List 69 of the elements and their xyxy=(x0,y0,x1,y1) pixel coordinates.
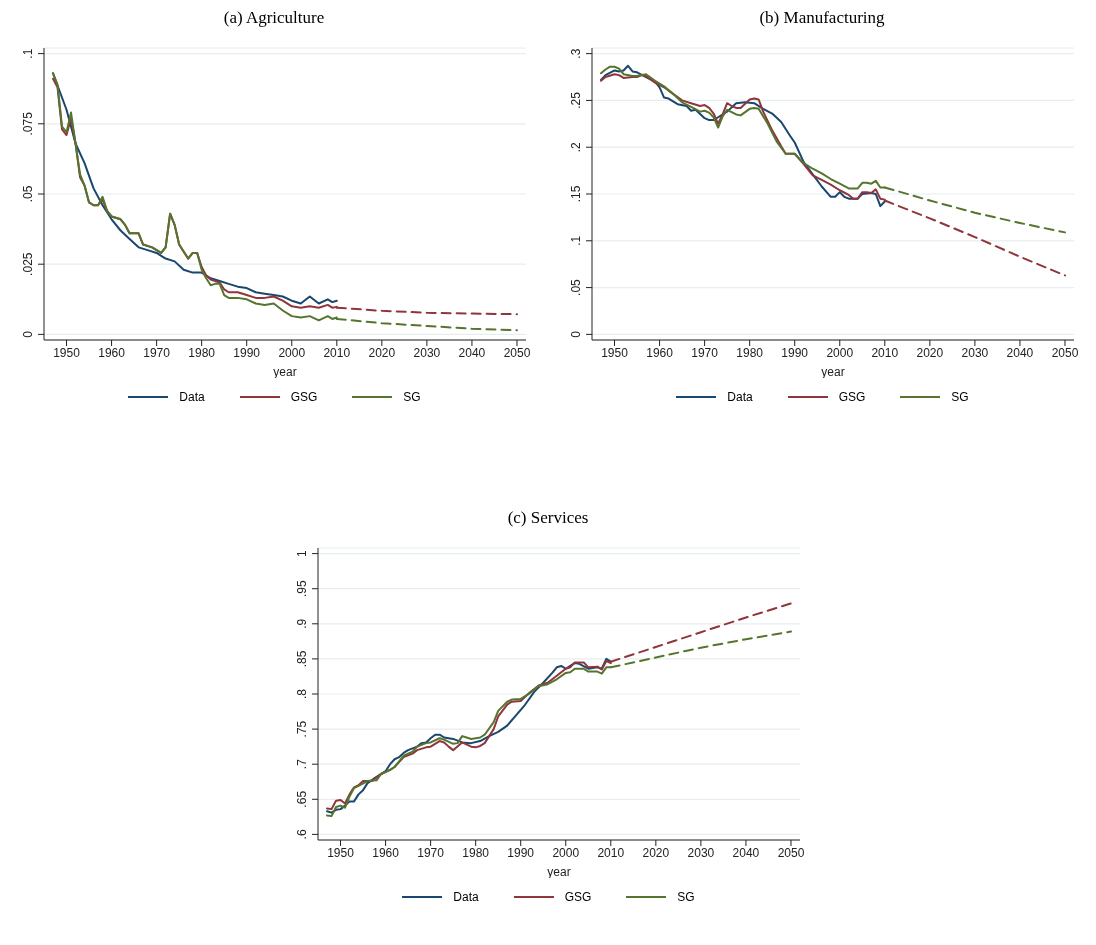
y-tick-label: .3 xyxy=(569,48,583,59)
x-tick-label: 2050 xyxy=(1051,345,1079,360)
legend-label: SG xyxy=(403,390,421,404)
y-tick-label: .05 xyxy=(21,185,35,203)
chart-title: (a) Agriculture xyxy=(222,8,326,29)
y-tick-label: .025 xyxy=(21,252,35,276)
y-tick-label: .7 xyxy=(295,758,309,770)
x-tick-label: 2000 xyxy=(552,845,580,860)
y-tick-label: .25 xyxy=(569,91,583,109)
chart-title: (b) Manufacturing xyxy=(758,8,886,29)
y-tick-label: 0 xyxy=(569,330,583,338)
legend-label: Data xyxy=(727,390,753,404)
x-tick-label: 1980 xyxy=(736,345,764,360)
x-tick-label: 1980 xyxy=(462,845,490,860)
y-tick-label: .1 xyxy=(21,48,35,59)
legend-label: Data xyxy=(179,390,205,404)
x-tick-label: 2030 xyxy=(413,345,441,360)
x-tick-label: 1960 xyxy=(646,345,674,360)
y-tick-label: .75 xyxy=(295,720,309,738)
y-tick-label: .075 xyxy=(21,111,35,136)
legend-label: Data xyxy=(453,890,479,904)
x-tick-label: 1950 xyxy=(327,845,355,860)
x-tick-label: 1960 xyxy=(372,845,400,860)
y-tick-label: .05 xyxy=(569,278,583,296)
x-tick-label: 1950 xyxy=(53,345,81,360)
x-tick-label: 2000 xyxy=(826,345,854,360)
y-tick-label: 0 xyxy=(21,330,35,338)
x-tick-label: 2040 xyxy=(1006,345,1034,360)
legend-label: SG xyxy=(951,390,969,404)
x-tick-label: 2020 xyxy=(642,845,670,860)
y-tick-label: .85 xyxy=(295,650,309,668)
x-tick-label: 2050 xyxy=(777,845,805,860)
x-tick-label: 1980 xyxy=(188,345,216,360)
x-tick-label: 2030 xyxy=(687,845,715,860)
x-axis-title: year xyxy=(273,365,297,379)
y-tick-label: .6 xyxy=(295,829,309,840)
x-tick-label: 1970 xyxy=(143,345,171,360)
y-tick-label: .8 xyxy=(295,688,309,700)
legend-label: GSG xyxy=(564,890,592,904)
x-tick-label: 1960 xyxy=(98,345,126,360)
x-tick-label: 1970 xyxy=(417,845,445,860)
y-tick-label: .2 xyxy=(569,141,583,153)
x-tick-label: 2010 xyxy=(597,845,625,860)
x-tick-label: 2010 xyxy=(871,345,899,360)
x-tick-label: 2020 xyxy=(916,345,944,360)
x-tick-label: 1990 xyxy=(781,345,809,360)
x-tick-label: 2050 xyxy=(503,345,531,360)
y-tick-label: .15 xyxy=(569,185,583,203)
y-tick-label: .1 xyxy=(569,235,583,246)
y-tick-label: .65 xyxy=(295,790,309,808)
legend-label: SG xyxy=(677,890,695,904)
x-tick-label: 1990 xyxy=(233,345,261,360)
x-tick-label: 2040 xyxy=(732,845,760,860)
x-axis-title: year xyxy=(821,365,845,379)
y-tick-label: .95 xyxy=(295,580,309,598)
x-tick-label: 1990 xyxy=(507,845,535,860)
x-tick-label: 1950 xyxy=(601,345,629,360)
x-tick-label: 2010 xyxy=(323,345,351,360)
legend-label: GSG xyxy=(290,390,318,404)
y-tick-label: .9 xyxy=(295,618,309,629)
chart-title: (c) Services xyxy=(506,508,590,529)
x-tick-label: 2000 xyxy=(278,345,306,360)
x-axis-title: year xyxy=(547,865,571,879)
x-tick-label: 2020 xyxy=(368,345,396,360)
x-tick-label: 2030 xyxy=(961,345,989,360)
legend-label: GSG xyxy=(838,390,866,404)
x-tick-label: 2040 xyxy=(458,345,486,360)
y-tick-label: 1 xyxy=(295,549,309,557)
x-tick-label: 1970 xyxy=(691,345,719,360)
